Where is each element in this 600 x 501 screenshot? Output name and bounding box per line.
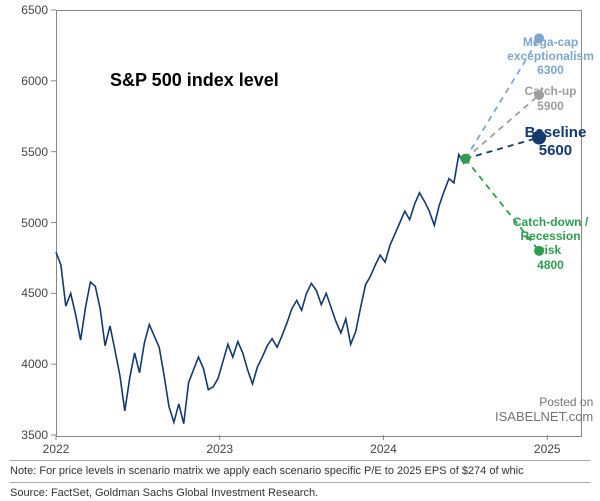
scenario-label-catch: Catch-up5900 (525, 84, 577, 113)
y-tick-label: 6500 (21, 3, 48, 17)
x-tick-label: 2024 (370, 442, 397, 456)
watermark: Posted on ISABELNET.com (495, 395, 593, 424)
y-tick-label: 5500 (21, 145, 48, 159)
chart-container: 3500 4000 4500 5000 5500 6000 6500 2022 2023 202… (0, 0, 600, 501)
y-tick-label: 6000 (21, 74, 48, 88)
y-tick-label: 3500 (21, 428, 48, 442)
y-tick-label: 4000 (21, 357, 48, 371)
y-tick-label: 4500 (21, 286, 48, 300)
scenario-label-mega: Mega-capexceptionalism6300 (507, 35, 594, 78)
chart-title: S&P 500 index level (110, 70, 279, 91)
footnote-source: Source: FactSet, Goldman Sachs Global In… (10, 482, 590, 499)
scenario-label-down: Catch-down /Recessionrisk4800 (513, 215, 588, 273)
scenario-label-base: Baseline5600 (525, 124, 587, 160)
x-tick-label: 2023 (206, 442, 233, 456)
footnote-note: Note: For price levels in scenario matri… (10, 460, 590, 477)
watermark-line2: ISABELNET.com (495, 409, 593, 424)
watermark-line1: Posted on (495, 395, 593, 409)
y-tick-label: 5000 (21, 216, 48, 230)
x-tick-label: 2025 (534, 442, 561, 456)
x-tick-label: 2022 (43, 442, 70, 456)
